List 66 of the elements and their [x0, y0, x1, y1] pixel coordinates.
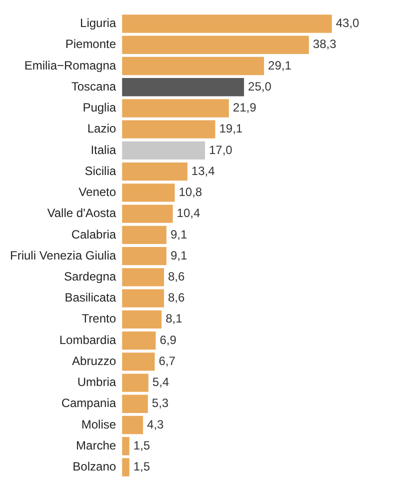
- y-tick-label: Lazio: [87, 122, 116, 136]
- data-label: 4,3: [147, 417, 164, 432]
- bar: [122, 437, 130, 456]
- y-tick-label: Trento: [82, 312, 116, 326]
- data-label: 1,5: [133, 460, 150, 474]
- data-label: 21,9: [232, 100, 257, 115]
- y-tick-label: Umbria: [77, 375, 116, 390]
- bar: [122, 226, 166, 244]
- data-label: 9,1: [170, 248, 188, 262]
- data-label: 43,0: [336, 16, 360, 30]
- data-label: 8,6: [168, 290, 186, 305]
- bar: [122, 204, 173, 223]
- y-tick-label: Liguria: [80, 16, 116, 30]
- data-label: 29,1: [268, 58, 292, 72]
- data-label: 38,3: [312, 37, 337, 52]
- y-tick-label: Piemonte: [65, 37, 116, 52]
- y-tick-label: Campania: [61, 396, 116, 410]
- bar: [122, 416, 144, 434]
- data-label: 5,3: [152, 396, 169, 410]
- bar: [122, 99, 229, 118]
- data-label: 10,4: [176, 206, 200, 220]
- y-tick-label: Friuli Venezia Giulia: [10, 248, 116, 262]
- bar: [122, 352, 155, 371]
- y-tick-label: Bolzano: [72, 460, 116, 474]
- bar: [122, 184, 175, 202]
- bar: [122, 162, 188, 181]
- bar: [122, 289, 164, 308]
- bar: [122, 56, 264, 76]
- y-tick-label: Valle d'Aosta: [47, 206, 116, 220]
- bar: [122, 331, 156, 350]
- data-label: 10,8: [178, 185, 202, 200]
- y-tick-label: Molise: [81, 417, 116, 432]
- y-tick-label: Emilia−Romagna: [24, 58, 116, 72]
- bar: [122, 36, 309, 54]
- bar: [122, 374, 148, 392]
- y-tick-label: Calabria: [71, 227, 116, 242]
- bar: [122, 141, 205, 160]
- data-label: 13,4: [191, 164, 216, 178]
- y-tick-label: Abruzzo: [72, 354, 116, 368]
- data-label: 25,0: [248, 79, 272, 94]
- y-tick-label: Veneto: [78, 185, 116, 200]
- data-label: 8,6: [168, 269, 186, 284]
- bar: [122, 120, 216, 138]
- data-label: 6,9: [160, 332, 177, 347]
- data-label: 6,7: [158, 354, 176, 368]
- y-tick-label: Puglia: [82, 100, 116, 115]
- data-label: 5,4: [152, 375, 170, 390]
- bar: [122, 394, 148, 413]
- y-tick-label: Italia: [90, 142, 116, 157]
- data-label: 9,1: [170, 227, 188, 242]
- y-tick-label: Sardegna: [64, 269, 116, 284]
- y-tick-label: Sicilia: [84, 164, 116, 178]
- data-label: 17,0: [208, 142, 233, 157]
- data-label: 8,1: [166, 312, 183, 326]
- y-tick-label: Toscana: [71, 79, 116, 94]
- y-tick-label: Lombardia: [59, 332, 116, 347]
- bar: [122, 458, 130, 476]
- bar: [122, 246, 166, 266]
- bar: [122, 268, 164, 286]
- y-tick-label: Basilicata: [64, 290, 116, 305]
- data-label: 1,5: [133, 438, 150, 452]
- y-tick-label: Marche: [76, 438, 116, 452]
- bar: [122, 78, 244, 96]
- bar: [122, 14, 332, 33]
- data-label: 19,1: [219, 122, 243, 136]
- bar: [122, 310, 162, 328]
